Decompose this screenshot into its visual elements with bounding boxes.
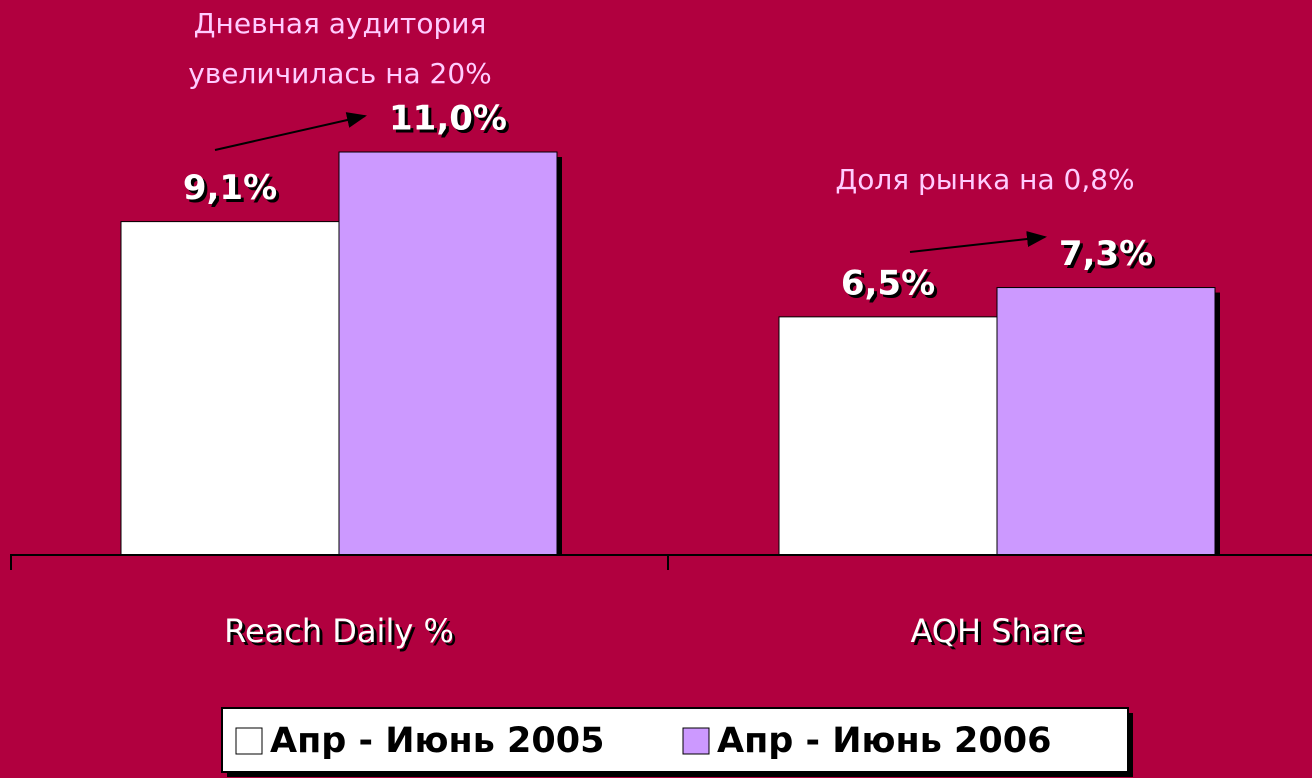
arrow (909, 231, 1047, 253)
annotation: увеличилась на 20% (188, 57, 492, 90)
legend (221, 707, 1129, 773)
bars (120, 151, 1220, 556)
legend-swatch (235, 727, 263, 755)
value-label: 7,3% (1059, 234, 1153, 274)
bar (120, 221, 340, 556)
value-label: 9,1% (183, 168, 277, 208)
x-tick-label: Reach Daily % (224, 612, 454, 650)
bar (778, 316, 998, 556)
x-tick-label: AQH Share (910, 612, 1083, 650)
bar (338, 151, 558, 556)
legend-label: Апр - Июнь 2006 (717, 721, 1051, 761)
value-label: 6,5% (841, 263, 935, 303)
bar (996, 287, 1216, 556)
value-label: 11,0% (389, 99, 507, 139)
annotation: Дневная аудитория (194, 7, 487, 40)
legend-items: Апр - Июнь 2005 Апр - Июнь 2006 (235, 721, 1051, 761)
legend-label: Апр - Июнь 2005 (270, 721, 604, 761)
annotation: Доля рынка на 0,8% (835, 163, 1134, 196)
arrow (214, 112, 367, 151)
legend-swatch (682, 727, 710, 755)
